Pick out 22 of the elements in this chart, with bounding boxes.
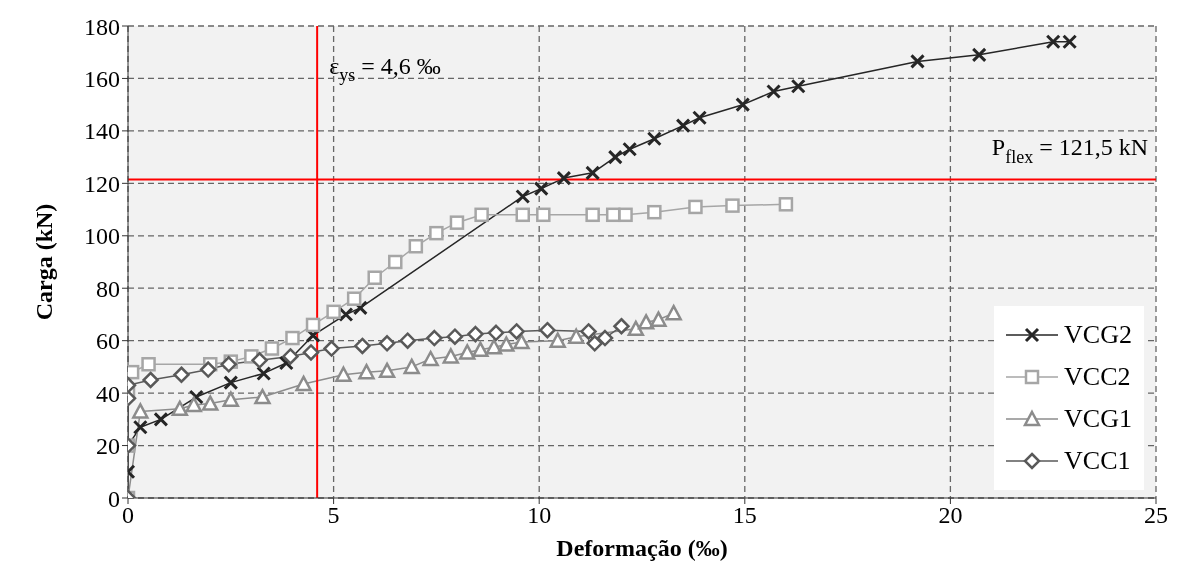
x-axis-title: Deformação (‰) xyxy=(556,535,728,561)
y-tick-label: 20 xyxy=(96,433,120,460)
legend-label: VCG2 xyxy=(1064,320,1132,350)
y-tick-label: 80 xyxy=(96,275,120,302)
y-tick-label: 100 xyxy=(84,223,120,250)
x-tick-label: 5 xyxy=(327,502,340,529)
legend-label: VCC2 xyxy=(1064,362,1131,392)
x-tick-label: 10 xyxy=(527,502,552,529)
legend-label: VCG1 xyxy=(1064,404,1132,434)
y-tick-label: 40 xyxy=(96,380,120,407)
y-axis-title: Carga (kN) xyxy=(30,203,57,321)
x-tick-label: 15 xyxy=(732,502,757,529)
y-tick-label: 0 xyxy=(108,485,120,512)
y-tick-label: 180 xyxy=(84,13,120,40)
y-tick-label: 140 xyxy=(84,118,120,145)
y-tick-label: 120 xyxy=(84,170,120,197)
y-tick-label: 160 xyxy=(84,65,120,92)
y-tick-label: 60 xyxy=(96,328,120,355)
legend-label: VCC1 xyxy=(1064,446,1131,476)
ref-line-label: P$_{flex}$ = 121,5 kN xyxy=(991,134,1148,167)
x-tick-label: 25 xyxy=(1144,502,1168,529)
x-tick-label: 20 xyxy=(938,502,963,529)
